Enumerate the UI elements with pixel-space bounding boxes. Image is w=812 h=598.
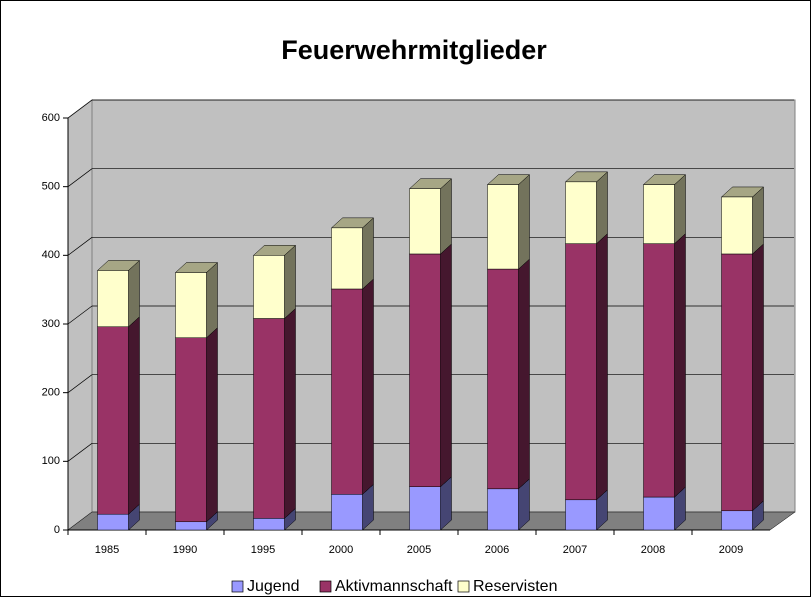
x-tick-label: 2006	[485, 544, 509, 556]
bar	[487, 268, 519, 490]
bar	[97, 270, 129, 327]
bar	[331, 494, 363, 531]
x-tick-label: 2005	[407, 544, 431, 556]
bar	[175, 521, 207, 531]
bar-side	[440, 178, 452, 255]
bar	[409, 188, 441, 255]
x-tick-label: 1995	[251, 544, 275, 556]
x-tick-label: 2008	[641, 544, 665, 556]
bar-side	[518, 258, 530, 490]
bar	[643, 243, 675, 498]
y-tick-label: 200	[42, 387, 60, 399]
bar-side	[674, 233, 686, 498]
bar	[409, 486, 441, 531]
bar	[253, 255, 285, 319]
y-tick-label: 100	[42, 455, 60, 467]
bar-side	[128, 316, 140, 515]
x-tick-label: 2000	[329, 544, 353, 556]
bar-side	[596, 233, 608, 501]
grid-line	[67, 305, 93, 325]
legend-swatch	[319, 580, 332, 593]
bar-side	[674, 174, 686, 245]
bar-side	[518, 174, 530, 270]
grid-line	[67, 443, 93, 462]
bar	[565, 243, 597, 501]
y-tick-label: 500	[42, 181, 60, 193]
bar	[175, 337, 207, 523]
bar-side	[128, 259, 140, 328]
bar	[643, 184, 675, 244]
bar	[565, 499, 597, 531]
chart-title: Feuerwehrmitglieder	[281, 35, 547, 65]
legend-label: Aktivmannschaft	[335, 578, 453, 595]
bar-side	[596, 171, 608, 245]
legend-swatch	[457, 580, 470, 593]
legend-swatch	[231, 580, 244, 593]
bar	[721, 253, 753, 512]
legend-label: Reservisten	[473, 578, 557, 595]
grid-line	[67, 99, 93, 119]
bar	[331, 288, 363, 495]
bar-side	[752, 243, 764, 512]
x-tick-label: 2009	[719, 544, 743, 556]
bar-side	[206, 327, 218, 523]
x-tick-label: 1985	[95, 544, 119, 556]
bar-side	[440, 243, 452, 488]
grid-line	[67, 374, 93, 393]
grid-line	[67, 168, 93, 187]
bar	[175, 272, 207, 338]
bar	[253, 318, 285, 519]
y-tick-label: 600	[42, 112, 60, 124]
legend-label: Jugend	[247, 578, 300, 595]
bar	[253, 518, 285, 531]
y-tick-label: 400	[42, 249, 60, 261]
bar	[97, 513, 129, 531]
bar	[331, 227, 363, 290]
bar	[565, 181, 597, 244]
y-tick-label: 300	[42, 318, 60, 330]
bar	[721, 510, 753, 531]
bar-side	[362, 278, 374, 495]
bar	[487, 184, 519, 270]
bar-side	[206, 261, 218, 339]
bar	[409, 253, 441, 487]
bar	[97, 326, 129, 515]
bar-side	[362, 217, 374, 290]
x-tick-label: 1990	[173, 544, 197, 556]
bar	[721, 196, 753, 255]
bar	[487, 488, 519, 531]
bar-side	[284, 244, 296, 320]
grid-line	[67, 237, 93, 256]
y-tick-label: 0	[54, 524, 60, 536]
bar-side	[284, 307, 296, 519]
bar	[643, 496, 675, 531]
x-tick-label: 2007	[563, 544, 587, 556]
bar-side	[752, 186, 764, 255]
